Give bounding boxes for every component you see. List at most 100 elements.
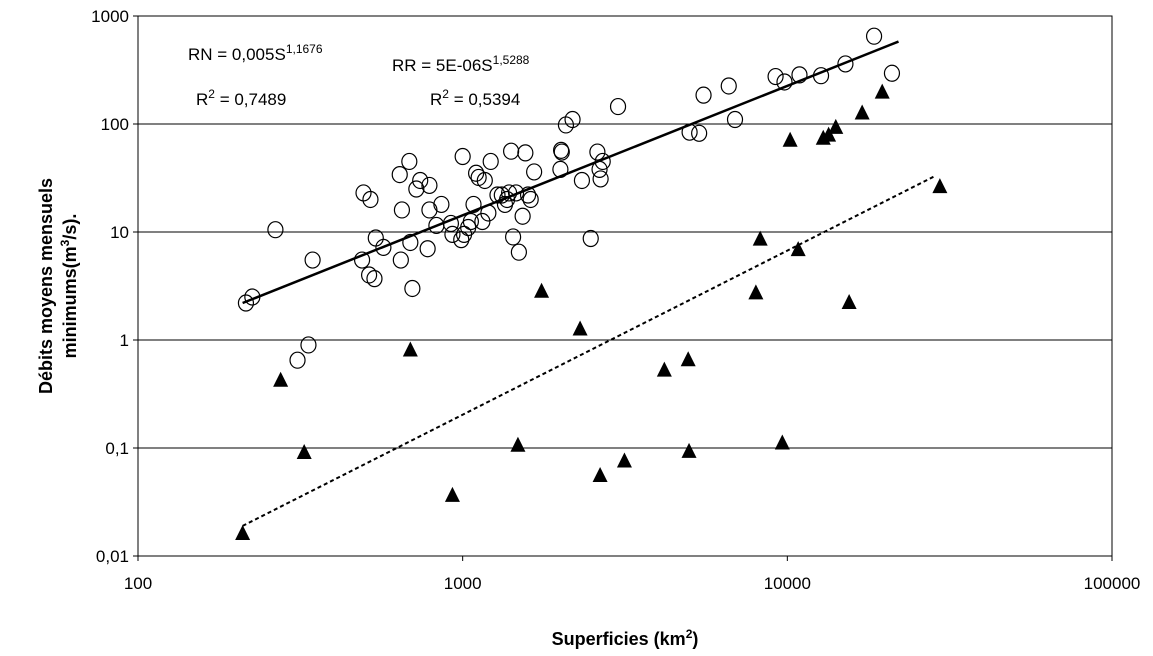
rr-r-squared: R2 = 0,5394 [430, 87, 520, 109]
y-tick-label: 0,1 [105, 439, 129, 458]
data-point-rn [865, 27, 883, 45]
rr-equation: RR = 5E-06S1,5288 [392, 53, 530, 75]
data-point-rn [883, 64, 901, 82]
data-point-rr [932, 178, 948, 194]
data-point-rn [480, 204, 497, 222]
data-point-rn [691, 124, 708, 142]
data-point-rn [444, 225, 461, 244]
y-axis-ticks: 0,01 0,1 1 10 100 1000 [91, 7, 138, 566]
data-point-rn [462, 212, 479, 231]
data-point-rn [726, 110, 744, 129]
data-point-rn [837, 55, 854, 73]
data-point-rr [534, 282, 550, 298]
data-point-rn [474, 212, 491, 231]
data-point-rr [821, 126, 837, 142]
data-point-rr [656, 361, 672, 377]
data-point-rr [841, 294, 857, 310]
data-point-rn [522, 190, 539, 209]
trendline-rr [242, 175, 936, 527]
x-tick-label: 10000 [764, 574, 811, 593]
data-point-rr [828, 118, 844, 134]
y-axis-title: Débits moyens mensuels minimums(m3/s). [36, 178, 80, 394]
data-point-rr [774, 434, 790, 450]
data-point-rn [498, 190, 516, 209]
trendlines [242, 40, 936, 527]
data-point-rn [408, 180, 425, 198]
y-tick-label: 1 [120, 331, 129, 350]
data-point-rn [526, 163, 543, 181]
data-point-rr [748, 284, 764, 300]
data-point-rn [421, 176, 438, 195]
data-point-rr [782, 131, 798, 147]
data-point-rn [482, 152, 499, 171]
y-tick-label: 100 [101, 115, 129, 134]
data-point-rn [591, 160, 608, 178]
data-point-rn [503, 142, 520, 160]
data-point-rn [776, 73, 793, 91]
data-point-rn [573, 171, 591, 190]
data-point-rn [589, 143, 606, 161]
data-point-rr [681, 442, 697, 458]
data-point-rn [812, 67, 830, 85]
data-point-rn [366, 270, 383, 288]
data-point-rn [552, 160, 569, 178]
data-points [235, 27, 948, 540]
data-point-rn [609, 97, 627, 116]
data-point-rn [514, 207, 531, 225]
data-point-rn [681, 123, 698, 141]
data-point-rn [592, 170, 609, 188]
data-point-rn [519, 186, 537, 204]
data-point-rr [616, 452, 632, 468]
x-tick-label: 1000 [444, 574, 482, 593]
x-tick-label: 100000 [1084, 574, 1141, 593]
rn-r-squared: R2 = 0,7489 [196, 87, 286, 109]
data-point-rn [391, 166, 408, 184]
data-point-rn [564, 110, 581, 129]
data-point-rr [592, 467, 608, 483]
y-tick-label: 1000 [91, 7, 129, 26]
data-point-rn [720, 77, 737, 95]
data-point-rn [468, 164, 485, 182]
data-point-rr [790, 241, 806, 257]
data-point-rn [507, 184, 525, 202]
data-point-rn [553, 143, 570, 161]
data-point-rn [419, 240, 436, 258]
data-point-rr [444, 486, 460, 502]
data-point-rn [402, 233, 419, 252]
data-point-rr [235, 524, 251, 540]
data-point-rn [504, 228, 522, 246]
data-point-rn [500, 184, 518, 202]
data-point-rn [404, 279, 421, 298]
data-point-rn [767, 67, 784, 86]
data-point-rr [510, 436, 526, 452]
data-point-rn [361, 266, 378, 284]
data-point-rr [752, 230, 768, 246]
data-point-rn [244, 288, 261, 306]
data-point-rn [582, 229, 599, 248]
data-point-rn [267, 221, 284, 239]
data-point-rn [421, 201, 438, 219]
data-point-rn [353, 251, 371, 269]
data-point-rn [362, 190, 379, 209]
data-point-rn [412, 171, 429, 190]
y-tick-label: 0,01 [96, 547, 129, 566]
data-point-rn [470, 168, 487, 187]
y-axis-title-line1: Débits moyens mensuels [36, 178, 56, 394]
data-point-rn [375, 238, 392, 257]
data-point-rn [442, 214, 460, 233]
data-point-rn [510, 243, 527, 261]
data-point-rn [695, 86, 712, 104]
data-point-rn [237, 294, 255, 312]
data-point-rn [476, 171, 493, 190]
trendline-rn [242, 40, 899, 305]
data-point-rn [791, 66, 808, 84]
data-point-rn [454, 147, 471, 166]
x-tick-label: 100 [124, 574, 152, 593]
data-point-rr [854, 104, 870, 120]
data-point-rn [300, 336, 317, 354]
data-point-rn [517, 144, 534, 162]
data-point-rn [289, 351, 306, 369]
data-point-rn [393, 201, 411, 219]
data-point-rn [401, 152, 418, 171]
